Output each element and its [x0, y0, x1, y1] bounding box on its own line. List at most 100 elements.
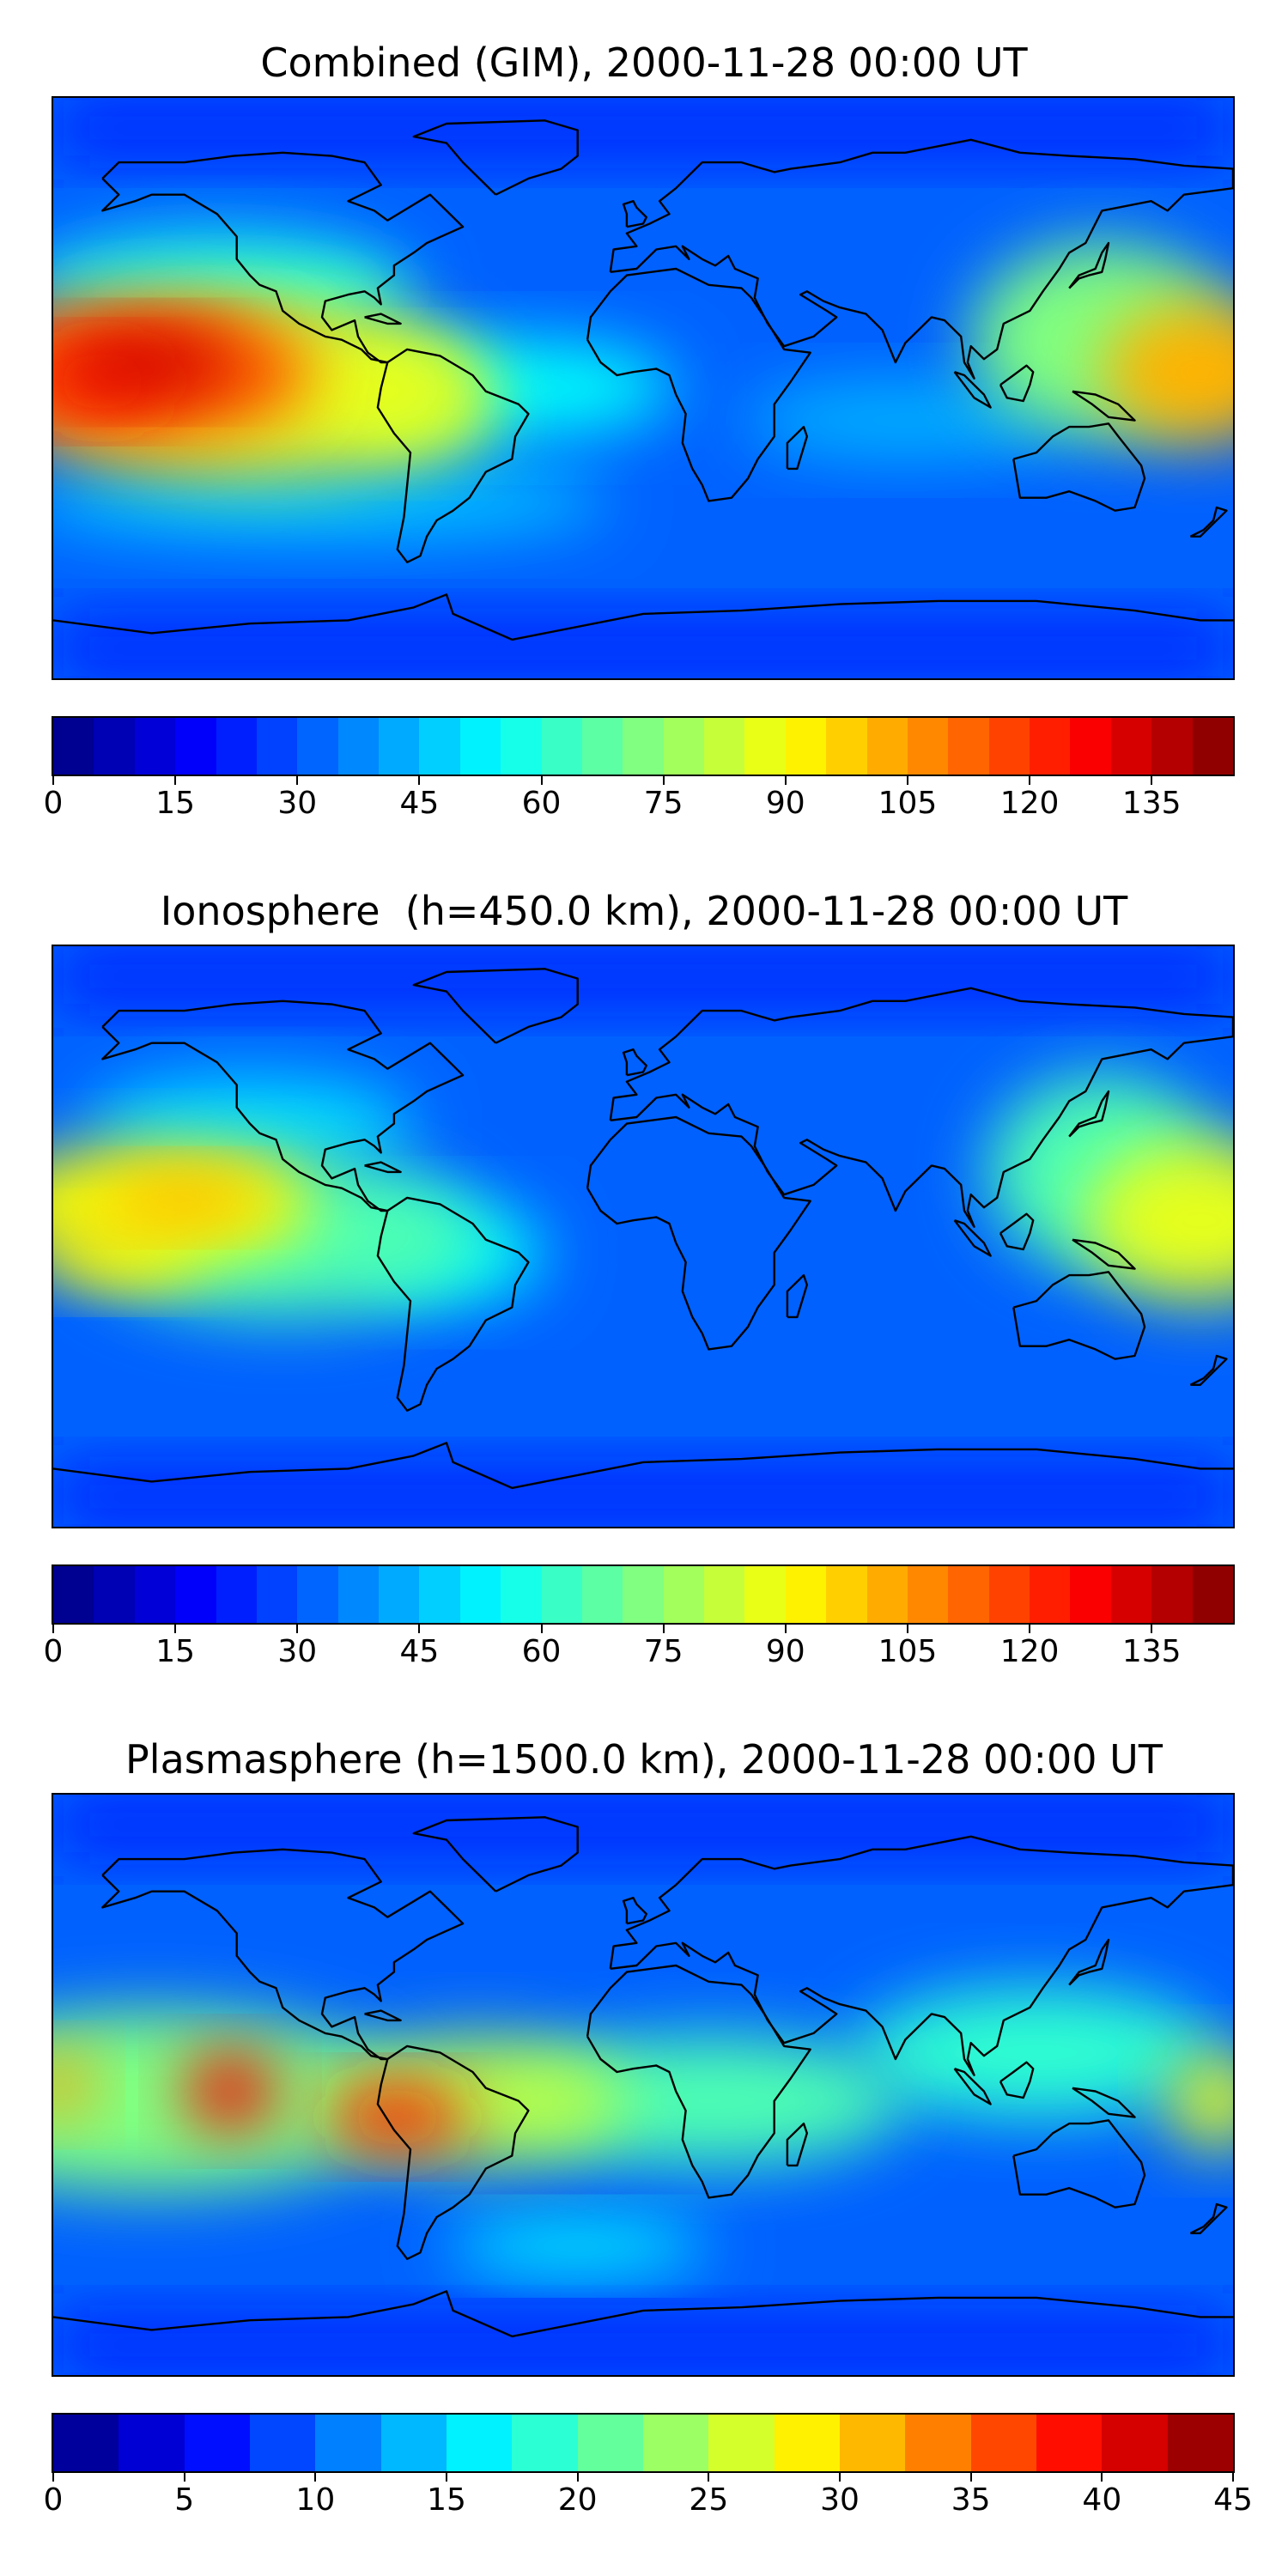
colorbar-segment — [785, 718, 827, 775]
coastline — [622, 199, 647, 228]
colorbar-tick-label: 75 — [643, 786, 683, 821]
colorbar-tick-label: 15 — [427, 2482, 466, 2518]
colorbar-segment — [826, 718, 867, 775]
coastline — [53, 1442, 1233, 1490]
colorbar-segment — [866, 718, 908, 775]
colorbar-ticks-combined: 0 15 30 45 60 75 90 105 120 135 — [44, 776, 1235, 821]
coastline — [953, 2068, 992, 2105]
tec-region — [53, 462, 611, 540]
tec-polar-band — [53, 1467, 1233, 1527]
colorbar-segment — [970, 2415, 1036, 2471]
colorbar-tick-label: 30 — [277, 786, 318, 821]
colorbar-segment — [663, 1566, 704, 1623]
colorbar-segment — [501, 718, 542, 775]
tec-map-ionosphere — [53, 946, 1233, 1527]
tec-region — [1167, 2052, 1233, 2150]
colorbar-tick — [1101, 2473, 1103, 2482]
coastline — [1012, 2119, 1146, 2208]
colorbar-segment — [501, 1566, 542, 1623]
colorbar-tick-label: 40 — [1082, 2482, 1122, 2518]
colorbar-segment — [1192, 1566, 1233, 1623]
map-combined — [52, 96, 1235, 680]
coastline — [1189, 2202, 1228, 2234]
colorbar-tick-label: 120 — [999, 1634, 1060, 1669]
colorbar-segment — [1167, 2415, 1233, 2471]
colorbar-segment — [744, 1566, 786, 1623]
colorbar-segment — [53, 1566, 94, 1623]
colorbar-tick — [52, 2473, 54, 2482]
colorbar-tick-label: 105 — [878, 786, 938, 821]
colorbar-segment — [337, 1566, 379, 1623]
colorbar-segment — [623, 718, 664, 775]
coastline — [53, 2290, 1233, 2338]
colorbar-tick-label: 45 — [1213, 2482, 1253, 2518]
coastline — [622, 1048, 647, 1077]
colorbar-segment — [1151, 1566, 1193, 1623]
colorbar-segment — [256, 1566, 298, 1623]
tec-polar-band — [53, 98, 1233, 158]
colorbar-segment — [419, 1566, 460, 1623]
colorbar-segment — [1030, 1566, 1071, 1623]
colorbar-tick — [446, 2473, 447, 2482]
coastline — [1012, 422, 1146, 512]
colorbar-tick — [52, 776, 54, 785]
colorbar-tick-label: 60 — [521, 786, 562, 821]
colorbar-segment — [337, 718, 379, 775]
coastline — [1189, 1354, 1228, 1386]
tec-map-combined — [53, 98, 1233, 678]
coastline — [101, 151, 465, 364]
colorbar-segment — [175, 718, 216, 775]
colorbar-tick — [174, 1625, 177, 1633]
colorbar-tick — [839, 2473, 841, 2482]
colorbar-tick — [1151, 1625, 1153, 1633]
colorbar-segment — [94, 1566, 135, 1623]
tec-region — [1085, 1139, 1233, 1302]
coastline — [622, 1896, 647, 1925]
colorbar-tick-label: 20 — [557, 2482, 598, 2518]
colorbar-tick-label: 135 — [1121, 1634, 1182, 1669]
tec-region — [325, 2085, 470, 2150]
coastline — [1189, 506, 1228, 538]
tec-region — [102, 1171, 267, 1224]
colorbar-segment — [1030, 718, 1071, 775]
colorbar-segment — [1070, 718, 1111, 775]
panel-title-ionosphere: Ionosphere (h=450.0 km), 2000-11-28 00:0… — [160, 888, 1128, 934]
colorbar-segment — [704, 718, 745, 775]
colorbar-segment — [663, 718, 704, 775]
colorbar-segment — [704, 1566, 745, 1623]
coastline — [412, 119, 579, 196]
colorbar-segment — [1102, 2415, 1168, 2471]
colorbar-tick-label: 0 — [43, 1634, 64, 1669]
colorbar-segment — [315, 2415, 381, 2471]
colorbar-segment — [184, 2415, 250, 2471]
colorbar-segment — [256, 718, 298, 775]
colorbar-segment — [1151, 718, 1193, 775]
coastline — [999, 2061, 1035, 2099]
colorbar-tick — [183, 2473, 185, 2482]
coastline — [786, 1273, 808, 1319]
colorbar-tick-label: 10 — [295, 2482, 336, 2518]
coastline — [1072, 2087, 1136, 2118]
colorbar-tick-label: 120 — [999, 786, 1060, 821]
colorbar-tick — [296, 1625, 299, 1633]
colorbar-tick-label: 30 — [277, 1634, 318, 1669]
colorbar-segment — [379, 718, 420, 775]
colorbar-segment — [1110, 1566, 1152, 1623]
colorbar-segment — [907, 1566, 949, 1623]
colorbar-tick-label: 75 — [643, 1634, 683, 1669]
map-ionosphere — [52, 945, 1235, 1528]
tec-region — [53, 1220, 201, 1285]
colorbar-segment — [905, 2415, 971, 2471]
coastline — [999, 364, 1035, 403]
map-plasmasphere — [52, 1793, 1235, 2377]
colorbar-segment — [988, 1566, 1030, 1623]
tec-polar-band — [53, 2315, 1233, 2375]
coastline — [609, 138, 1233, 380]
colorbar-segment — [249, 2415, 316, 2471]
colorbar-tick — [418, 1625, 421, 1633]
colorbar-segment — [512, 2415, 578, 2471]
colorbar-tick — [969, 2473, 972, 2482]
coastline — [786, 425, 808, 471]
colorbar-plasmasphere — [52, 2413, 1235, 2473]
colorbar-tick — [1232, 2473, 1234, 2482]
